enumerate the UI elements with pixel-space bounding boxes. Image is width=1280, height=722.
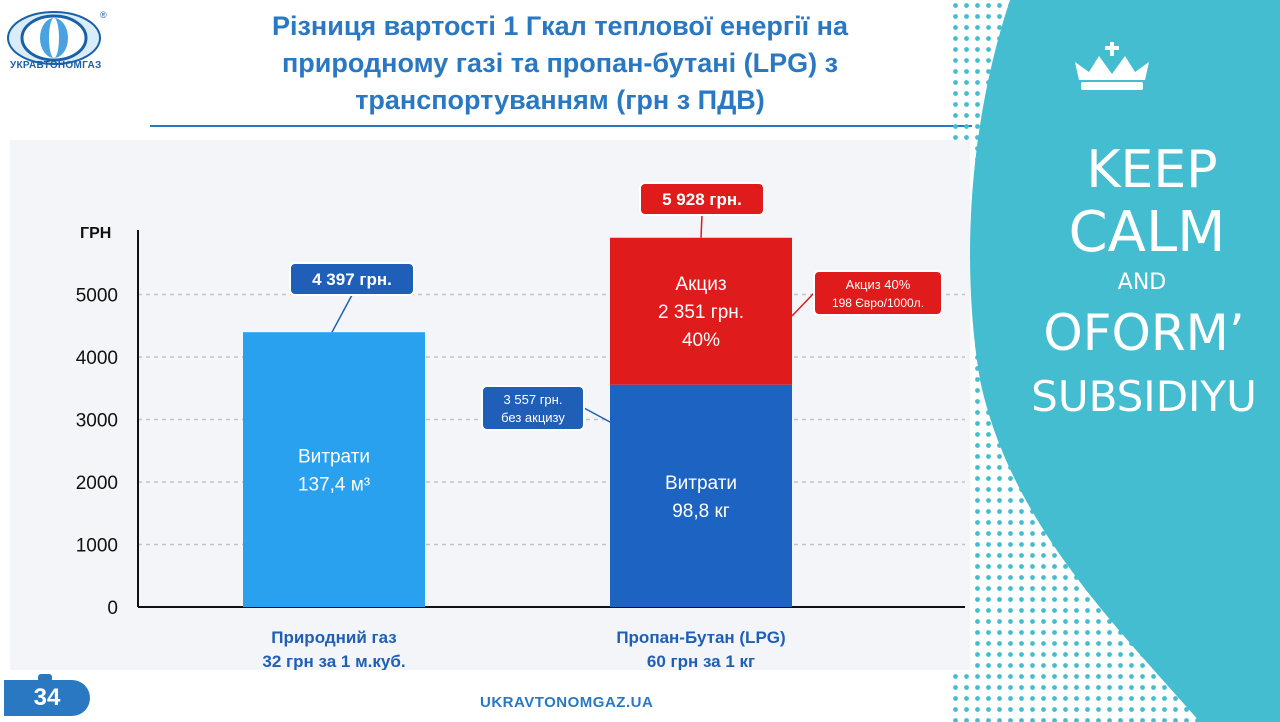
and-word: AND	[1117, 270, 1167, 295]
bar-segment-label: Витрати	[665, 473, 737, 494]
x-category-sublabel: 60 грн за 1 кг	[647, 652, 755, 670]
title-divider	[150, 125, 972, 127]
y-tick-label: 5000	[76, 286, 118, 307]
y-axis-label: ГРН	[80, 225, 111, 242]
title-line-1: Різниця вартості 1 Гкал теплової енергії…	[271, 11, 848, 41]
bar-segment-label: 40%	[682, 330, 720, 351]
bar-chart: 0 1000 2000 3000 4000 5000 ГРН Витрати 137,4 м³ 4…	[76, 182, 965, 670]
y-tick-label: 3000	[76, 411, 118, 432]
callout-value: 5 928 грн.	[662, 190, 742, 209]
bar-segment-label: 2 351 грн.	[658, 302, 744, 323]
callout-value: 4 397 грн.	[312, 270, 392, 289]
title-line-3: транспортуванням (грн з ПДВ)	[355, 85, 765, 115]
chart-panel: 0 1000 2000 3000 4000 5000 ГРН Витрати 137,4 м³ 4…	[10, 140, 970, 670]
x-category-sublabel: 32 грн за 1 м.куб.	[262, 652, 405, 670]
callout-leader	[700, 214, 703, 238]
bar-segment-label: 137,4 м³	[298, 475, 370, 496]
annotation-box	[481, 385, 585, 431]
y-tick-label: 0	[107, 598, 118, 619]
annotation-leader	[791, 292, 815, 317]
y-tick-label: 2000	[76, 473, 118, 494]
keep-calm-background	[950, 0, 1280, 722]
page-number-tab	[38, 674, 52, 682]
page-number: 34	[4, 680, 90, 716]
annotation-box	[813, 270, 943, 316]
calm-word: CALM	[1068, 200, 1226, 265]
bar-segment-label: Витрати	[298, 447, 370, 468]
annotation-text: 3 557 грн.	[504, 392, 563, 407]
company-logo	[7, 11, 101, 65]
x-category-label: Пропан-Бутан (LPG)	[616, 628, 785, 647]
annotation-text: Акциз 40%	[846, 277, 911, 292]
website-link[interactable]: UKRAVTONOMGAZ.UA	[480, 694, 654, 711]
x-category-label: Природний газ	[271, 628, 396, 647]
keep-word: KEEP	[1086, 140, 1218, 200]
annotation-leader	[583, 407, 611, 423]
bar-segment-label: 98,8 кг	[672, 501, 730, 522]
crown-icon	[1075, 42, 1149, 90]
bar-segment-label: Акциз	[675, 274, 726, 295]
oform-word: OFORM’	[1043, 304, 1245, 362]
bar-segment	[243, 332, 425, 607]
bar-segment	[610, 237, 792, 385]
logo-brand-text: УКРАВТОНОМГАЗ	[10, 60, 102, 71]
registered-mark: ®	[100, 10, 107, 20]
callout-box	[289, 262, 415, 296]
title-line-2: природному газі та пропан-бутані (LPG) з	[281, 48, 839, 78]
annotation-text: 198 Євро/1000л.	[832, 296, 924, 310]
callout-leader	[331, 294, 353, 333]
y-tick-label: 4000	[76, 348, 118, 369]
callout-box	[639, 182, 765, 216]
annotation-text: без акцизу	[501, 410, 565, 425]
subsidiyu-word: SUBSIDIYU	[1031, 372, 1257, 421]
page-title: Різниця вартості 1 Гкал теплової енергії…	[150, 8, 970, 119]
y-tick-label: 1000	[76, 536, 118, 557]
bar-segment	[610, 384, 792, 607]
